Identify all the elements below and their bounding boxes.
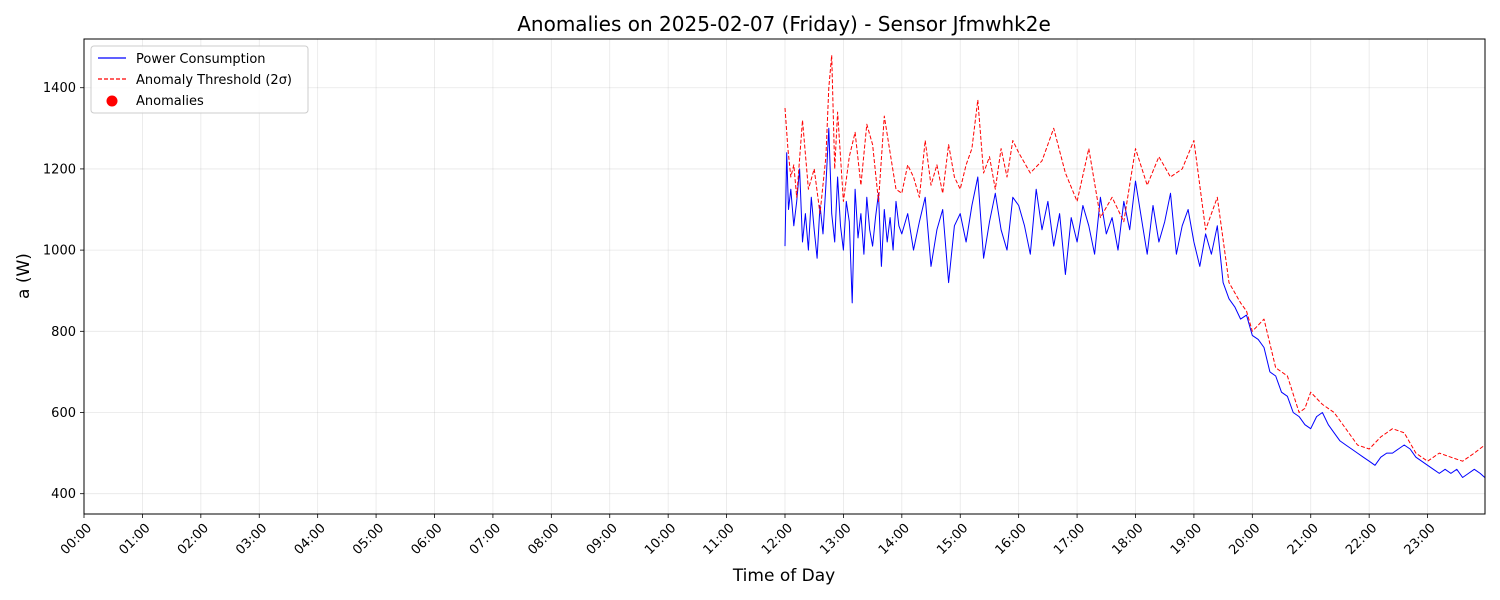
- y-tick-label: 1200: [43, 162, 76, 177]
- y-tick-label: 1400: [43, 81, 76, 96]
- legend-label-anomalies: Anomalies: [136, 94, 204, 109]
- legend-swatch-anomalies: [106, 95, 118, 107]
- chart-title: Anomalies on 2025-02-07 (Friday) - Senso…: [517, 12, 1051, 36]
- grid: [83, 39, 1485, 514]
- series-line-anomaly-threshold: [784, 54, 1486, 462]
- legend-box: [90, 45, 309, 114]
- plot-frame: [83, 38, 1486, 515]
- y-axis-label: a (W): [14, 253, 34, 299]
- legend-label-power: Power Consumption: [136, 52, 266, 67]
- y-tick-label: 400: [51, 487, 76, 502]
- y-axis: 400 600 800 1000 1200 1400: [43, 81, 84, 502]
- legend: Power Consumption Anomaly Threshold (2σ)…: [90, 45, 309, 114]
- legend-label-threshold: Anomaly Threshold (2σ): [136, 73, 292, 88]
- y-tick-label: 800: [51, 325, 76, 340]
- y-tick-label: 1000: [43, 244, 76, 259]
- y-tick-label: 600: [51, 406, 76, 421]
- series-line-power-consumption: [784, 127, 1486, 478]
- plot-area: [784, 54, 1486, 478]
- x-axis-label: Time of Day: [732, 566, 835, 586]
